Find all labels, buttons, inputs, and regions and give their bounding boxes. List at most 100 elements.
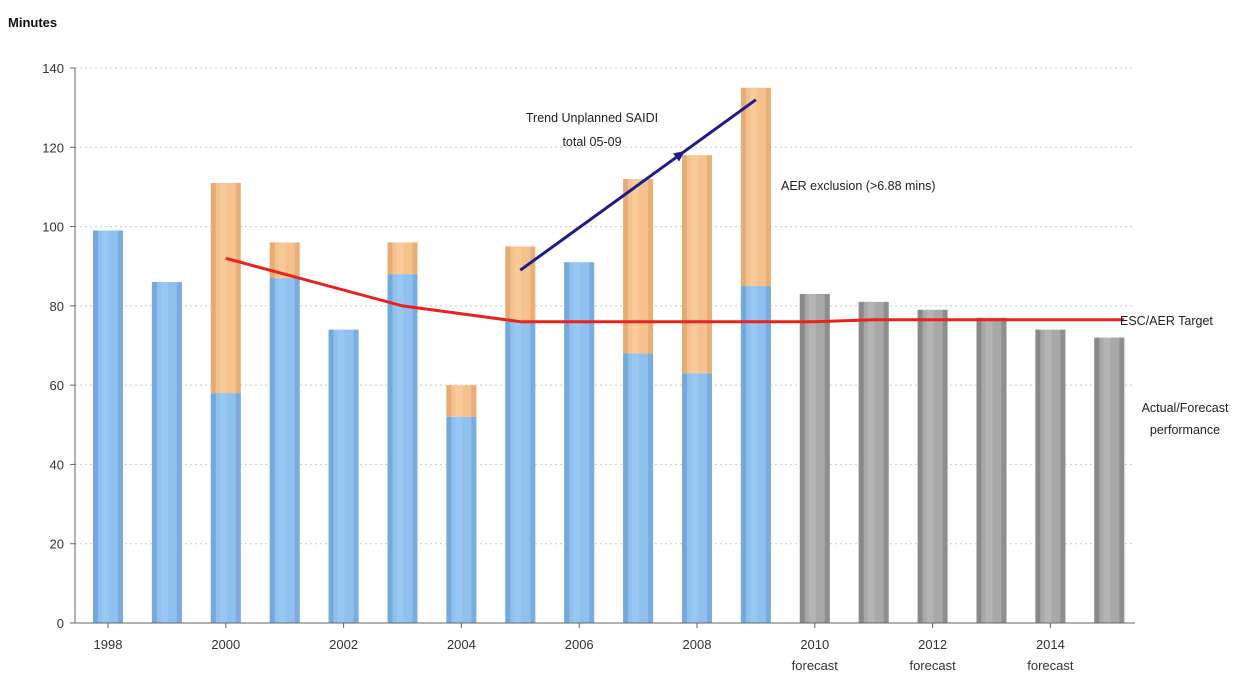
y-tick-label: 0 [57,616,64,631]
actual-bar-shade-left [93,230,98,624]
forecast-bar-shade-right [883,301,889,623]
x-tick-label: 2014 [1036,637,1065,652]
bars [93,87,1125,624]
exclusion-bar-highlight [514,246,522,322]
actual-bar-highlight [102,230,109,624]
forecast-bar-highlight [808,293,816,623]
actual-bar-shade-right [235,393,241,623]
x-tick-label: 1998 [94,637,123,652]
actual-bar-shade-right [118,230,123,624]
exclusion-bar-2005 [505,246,536,322]
actual-bar-shade-left [564,262,570,623]
exclusion-bar-shade-right [471,385,477,417]
actual-bar-shade-right [294,278,300,623]
exclusion-annotation: AER exclusion (>6.88 mins) [781,179,936,193]
actual-bar-shade-left [623,353,629,623]
x-tick-label: 2000 [211,637,240,652]
trend-annotation-line1: Trend Unplanned SAIDI [526,111,658,125]
exclusion-bar-highlight [455,385,463,417]
exclusion-bar-2003 [387,242,418,275]
actual-bar-highlight [632,353,640,623]
actual-bar-shade-right [412,274,418,623]
actual-bar-2002 [328,329,359,623]
actual-bar-shade-right [648,353,654,623]
exclusion-bar-shade-left [210,182,216,394]
exclusion-bar-highlight [632,179,640,354]
x-ticks: 1998 2000 2002 2004 2006 2008 2010 forecast 2012… [94,623,1074,673]
y-tick-label: 60 [50,378,64,393]
actual-bar-shade-left [682,373,687,623]
exclusion-bar-highlight [749,87,757,287]
forecast-bar-shade-left [799,293,805,623]
exclusion-bar-shade-left [682,155,687,374]
actual-bar-shade-right [589,262,595,623]
actual-bar-2001 [269,278,300,623]
forecast-bar-shade-left [976,317,982,623]
forecast-bar-shade-right [942,309,948,623]
x-tick-label: 2004 [447,637,476,652]
forecast-bar-highlight [1044,329,1052,623]
actual-bar-shade-left [446,416,452,623]
x-tick-sublabel: forecast [792,658,839,673]
actual-bar-2009 [740,286,771,623]
y-tick-label: 120 [42,140,64,155]
target-annotation: ESC/AER Target [1120,314,1213,328]
actual-bar-shade-left [505,321,511,623]
actual-bar-2000 [210,393,241,623]
forecast-bar-highlight [1103,337,1111,623]
actual-bar-2003 [387,274,418,623]
exclusion-bar-shade-right [765,87,771,287]
forecast-bar-shade-left [1094,337,1100,623]
actual-bar-2005 [505,321,536,623]
actual-bar-shade-left [387,274,393,623]
x-tick-label: 2006 [565,637,594,652]
actual-bar-shade-right [765,286,771,623]
actual-bar-highlight [691,373,698,623]
exclusion-bar-highlight [396,242,404,275]
forecast-bar-shade-right [824,293,830,623]
y-tick-label: 140 [42,61,64,76]
actual-bar-highlight [396,274,404,623]
exclusion-bar-highlight [691,155,698,374]
forecast-bar-shade-left [917,309,923,623]
y-tick-label: 20 [50,537,64,552]
actual-bar-shade-right [176,282,182,623]
forecast-bar-2014 [1035,329,1066,623]
actual-bar-shade-right [471,416,477,623]
esc-aer-target-line [225,256,1124,324]
x-tick-sublabel: forecast [1027,658,1074,673]
x-tick-sublabel: forecast [909,658,956,673]
actual-bar-highlight [219,393,227,623]
actual-bar-shade-left [151,282,157,623]
actual-bar-highlight [749,286,757,623]
actual-bar-2004 [446,416,477,623]
axes [74,68,1135,624]
exclusion-bar-shade-left [269,242,275,279]
forecast-bar-highlight [926,309,934,623]
actual-bar-shade-left [740,286,746,623]
exclusion-bar-2008 [682,155,712,374]
x-tick-label: 2002 [329,637,358,652]
x-tick-label: 2008 [683,637,712,652]
x-tick-label: 2010 [800,637,829,652]
lines [225,98,1124,324]
exclusion-bar-shade-right [235,182,241,394]
y-tick-label: 80 [50,299,64,314]
exclusion-bar-shade-right [648,179,654,354]
forecast-bar-2015 [1094,337,1125,623]
y-axis-label: Minutes [8,15,57,30]
y-ticks: 0 20 40 60 80 100 120 140 [42,61,75,631]
performance-annotation-line1: Actual/Forecast [1142,401,1229,415]
forecast-bar-2012 [917,309,948,623]
exclusion-bar-2007 [623,179,654,354]
performance-annotation-line2: performance [1150,423,1220,437]
exclusion-bar-2000 [210,182,241,394]
exclusion-bar-shade-right [412,242,418,275]
y-tick-label: 40 [50,457,64,472]
exclusion-bar-2009 [740,87,771,287]
exclusion-bar-shade-right [530,246,536,322]
actual-bar-1999 [151,282,182,623]
exclusion-bar-shade-left [446,385,452,417]
forecast-bar-shade-left [1035,329,1041,623]
forecast-bar-shade-left [858,301,864,623]
